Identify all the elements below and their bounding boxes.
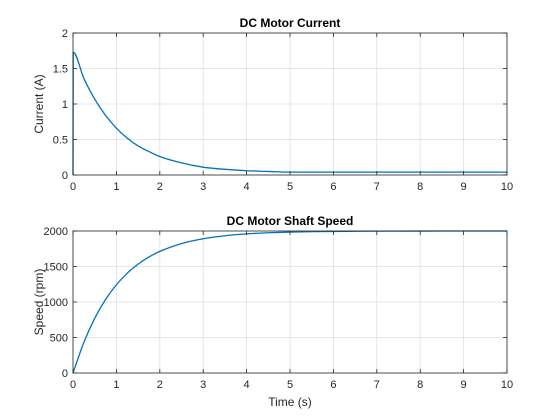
speed-chart-title: DC Motor Shaft Speed (227, 214, 354, 228)
speed-y-tick-label: 0 (62, 368, 68, 380)
speed-ticks: 0 1 2 3 4 5 6 7 8 9 10 0 500 1000 1500 2000 (44, 226, 514, 391)
current-x-tick-label: 8 (417, 181, 423, 193)
speed-y-tick-label: 2000 (44, 226, 68, 238)
current-x-tick-label: 2 (157, 181, 163, 193)
current-x-tick-label: 1 (113, 181, 119, 193)
speed-x-tick-label: 1 (113, 379, 119, 391)
current-ticks: 0 1 2 3 4 5 6 7 8 9 10 0 0.5 1 1.5 2 (53, 28, 513, 193)
current-y-tick-label: 2 (62, 28, 68, 40)
current-x-tick-label: 4 (244, 181, 250, 193)
current-x-tick-label: 3 (200, 181, 206, 193)
time-x-axis-label: Time (s) (268, 395, 312, 409)
current-y-axis-label: Current (A) (32, 74, 46, 133)
speed-x-tick-label: 7 (374, 379, 380, 391)
current-x-tick-label: 7 (374, 181, 380, 193)
speed-x-tick-label: 5 (287, 379, 293, 391)
current-x-tick-label: 0 (70, 181, 76, 193)
speed-x-tick-label: 4 (244, 379, 250, 391)
current-x-tick-label: 9 (461, 181, 467, 193)
speed-x-tick-label: 0 (70, 379, 76, 391)
speed-x-tick-label: 3 (200, 379, 206, 391)
current-axes[interactable]: 0 1 2 3 4 5 6 7 8 9 10 0 0.5 1 1.5 2 DC Motor Current C… (32, 16, 513, 193)
current-y-tick-label: 1.5 (53, 64, 68, 76)
current-x-tick-label: 5 (287, 181, 293, 193)
speed-y-tick-label: 500 (50, 333, 68, 345)
speed-x-tick-label: 6 (330, 379, 336, 391)
current-x-tick-label: 10 (501, 181, 513, 193)
speed-x-tick-label: 2 (157, 379, 163, 391)
current-series-line (72, 51, 507, 176)
speed-axes[interactable]: 0 1 2 3 4 5 6 7 8 9 10 0 500 1000 1500 2000 DC Motor Sh… (32, 214, 513, 409)
speed-x-tick-label: 10 (501, 379, 513, 391)
speed-x-tick-label: 8 (417, 379, 423, 391)
current-chart-title: DC Motor Current (240, 16, 341, 30)
speed-x-tick-label: 9 (461, 379, 467, 391)
current-y-tick-label: 1 (62, 99, 68, 111)
current-y-tick-label: 0.5 (53, 135, 68, 147)
current-y-tick-label: 0 (62, 170, 68, 182)
current-x-tick-label: 6 (330, 181, 336, 193)
speed-y-axis-label: Speed (rpm) (32, 269, 46, 336)
speed-y-tick-label: 1500 (44, 262, 68, 274)
speed-y-tick-label: 1000 (44, 297, 68, 309)
